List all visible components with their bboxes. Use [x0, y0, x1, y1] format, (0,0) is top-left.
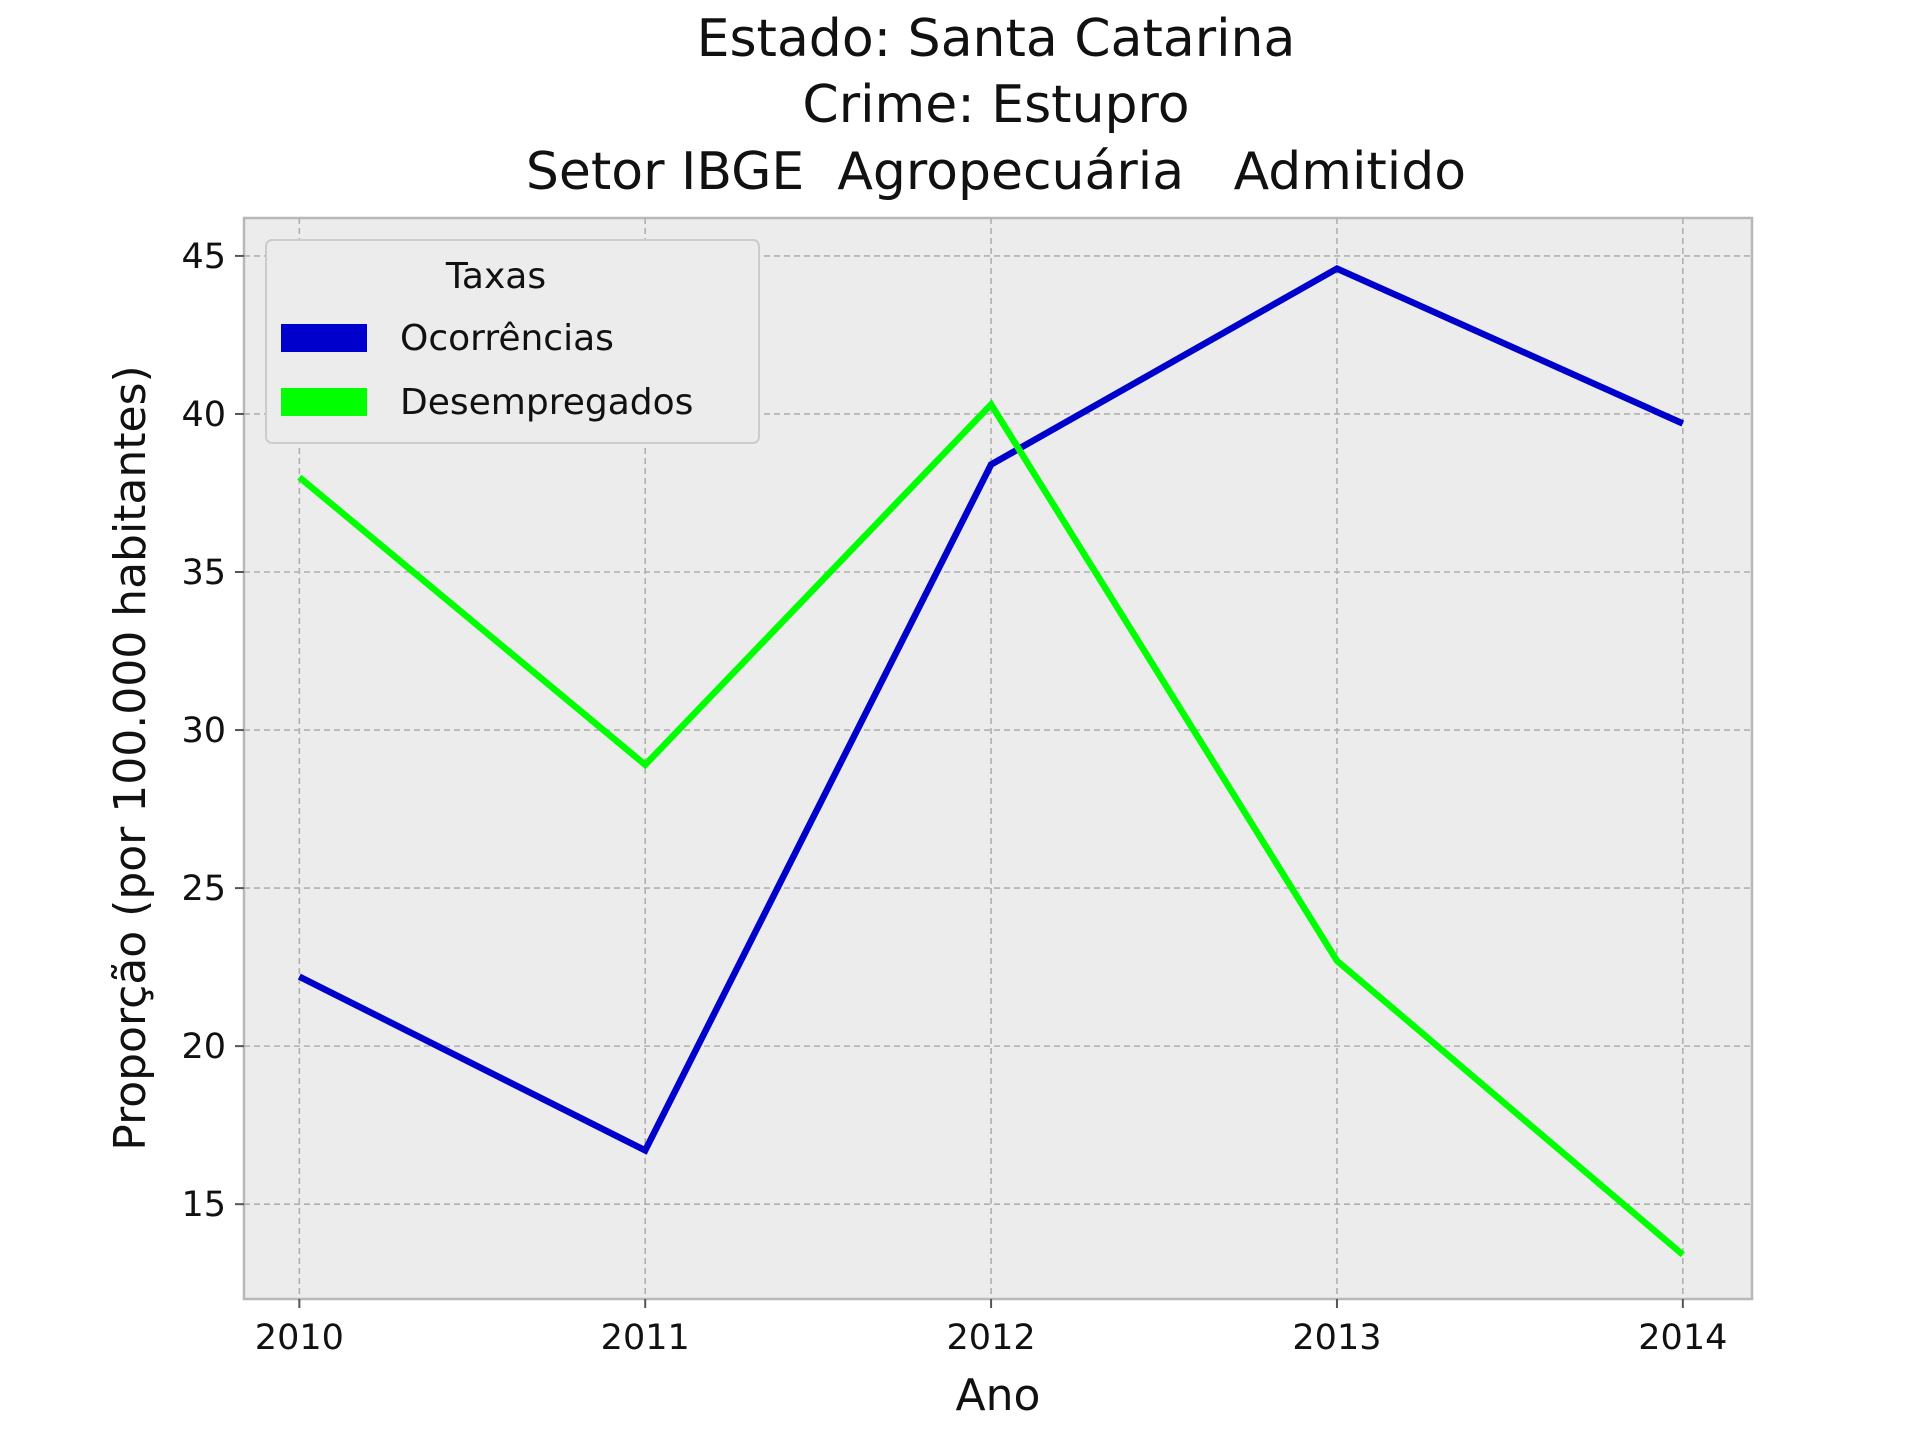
y-tick-label: 30 — [181, 711, 226, 751]
legend-label-desempregados: Desempregados — [400, 382, 693, 423]
chart-title: Estado: Santa Catarina Crime: Estupro Se… — [526, 9, 1466, 202]
x-axis-label: Ano — [956, 1370, 1041, 1421]
legend: Taxas Ocorrências Desempregados — [266, 240, 759, 443]
legend-swatch-desempregados — [281, 388, 367, 416]
title-line-1: Estado: Santa Catarina — [697, 9, 1296, 69]
legend-label-ocorrencias: Ocorrências — [400, 318, 614, 359]
y-tick-label: 35 — [181, 553, 226, 593]
title-line-2: Crime: Estupro — [802, 75, 1189, 135]
legend-title: Taxas — [445, 256, 546, 297]
legend-swatch-ocorrencias — [281, 324, 367, 352]
title-line-3: Setor IBGE Agropecuária Admitido — [526, 142, 1466, 202]
y-tick-label: 25 — [181, 869, 226, 909]
x-tick-label: 2014 — [1638, 1318, 1727, 1358]
x-tick-label: 2010 — [255, 1318, 344, 1358]
x-tick-label: 2012 — [947, 1318, 1036, 1358]
y-tick-label: 40 — [181, 395, 226, 435]
x-tick-label: 2013 — [1292, 1318, 1381, 1358]
y-tick-label: 15 — [181, 1185, 226, 1225]
x-tick-label: 2011 — [601, 1318, 690, 1358]
y-axis-label: Proporção (por 100.000 habitantes) — [105, 365, 156, 1150]
y-tick-label: 45 — [181, 237, 226, 277]
y-tick-label: 20 — [181, 1027, 226, 1067]
